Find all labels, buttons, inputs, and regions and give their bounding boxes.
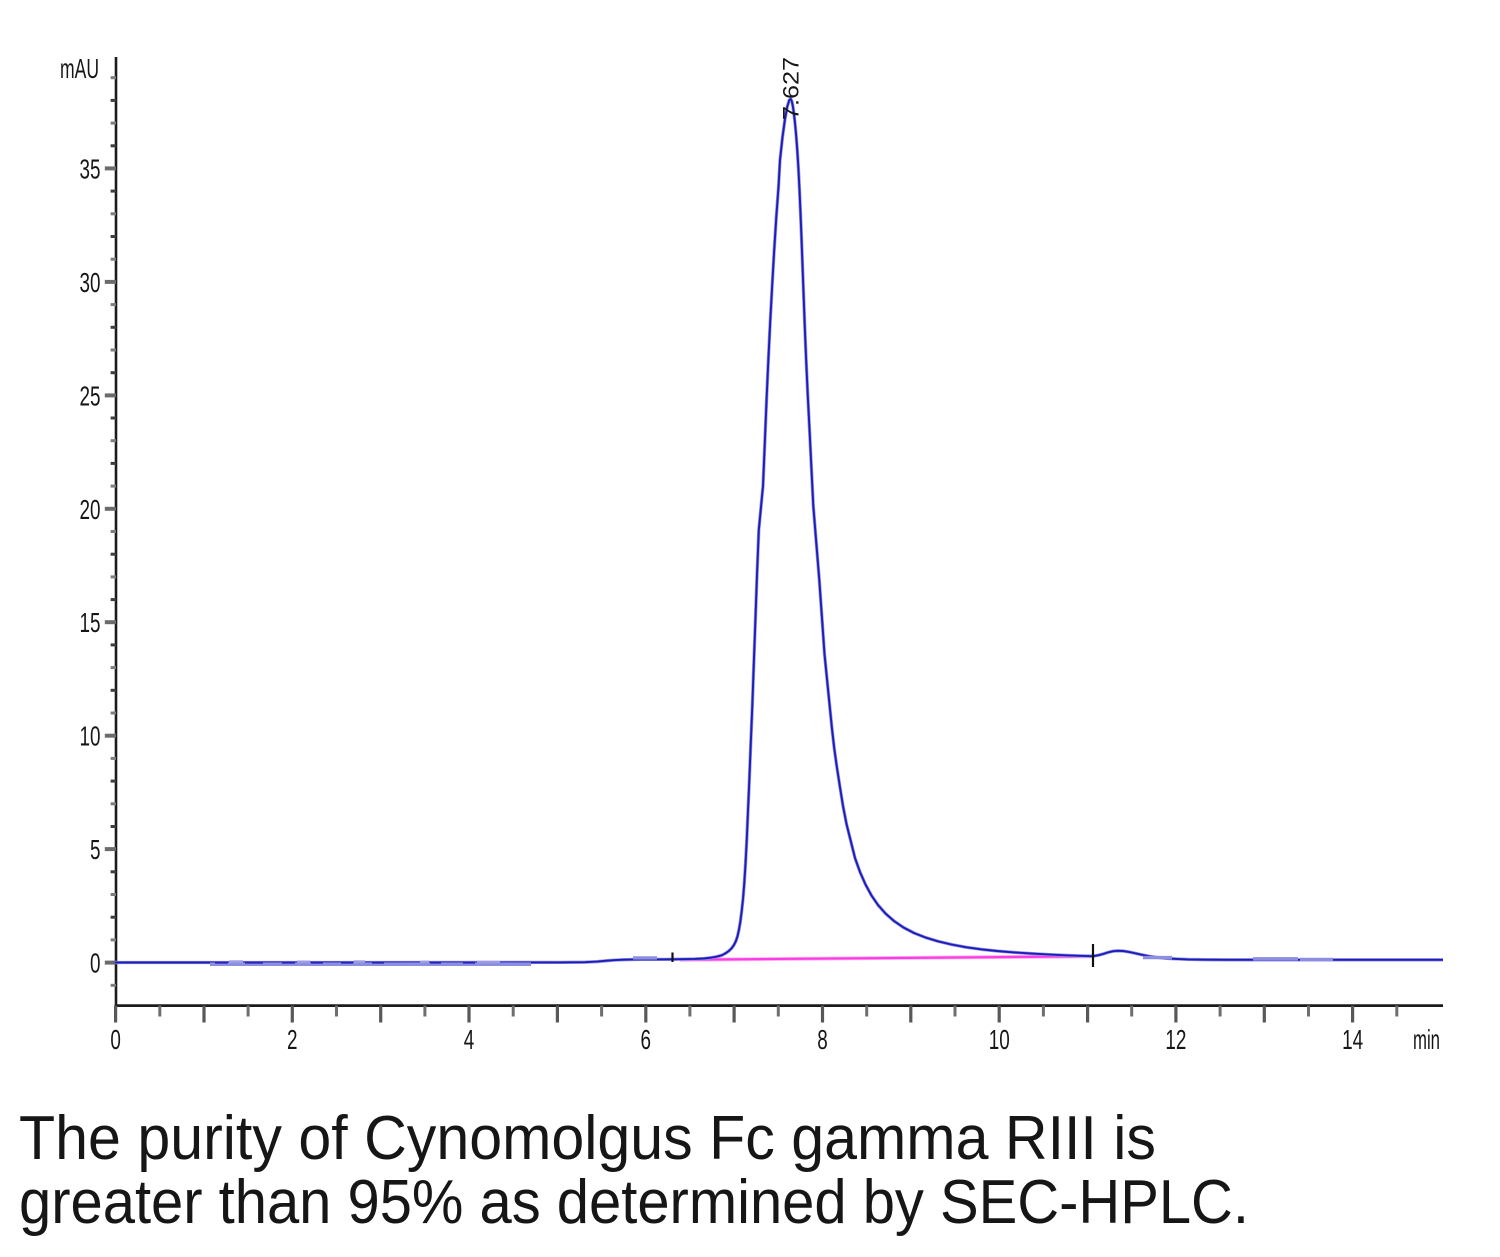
svg-text:12: 12: [1165, 1024, 1186, 1055]
svg-text:The purity of Cynomolgus Fc ga: The purity of Cynomolgus Fc gamma RIII i…: [19, 1104, 1156, 1173]
svg-text:mAU: mAU: [60, 53, 99, 84]
svg-text:8: 8: [817, 1024, 828, 1055]
svg-text:7.627: 7.627: [779, 57, 804, 120]
svg-text:2: 2: [287, 1024, 298, 1055]
svg-text:35: 35: [80, 153, 101, 184]
svg-text:10: 10: [989, 1024, 1010, 1055]
svg-text:6: 6: [641, 1024, 652, 1055]
svg-text:5: 5: [90, 834, 101, 865]
svg-text:14: 14: [1342, 1024, 1363, 1055]
svg-text:greater than 95% as determined: greater than 95% as determined by SEC-HP…: [19, 1168, 1249, 1237]
svg-text:15: 15: [80, 607, 101, 638]
svg-text:min: min: [1413, 1024, 1440, 1055]
svg-text:4: 4: [464, 1024, 475, 1055]
svg-text:25: 25: [80, 380, 101, 411]
svg-text:0: 0: [110, 1024, 121, 1055]
svg-text:10: 10: [80, 721, 101, 752]
svg-text:0: 0: [90, 948, 101, 979]
svg-text:20: 20: [80, 494, 101, 525]
svg-text:30: 30: [80, 267, 101, 298]
